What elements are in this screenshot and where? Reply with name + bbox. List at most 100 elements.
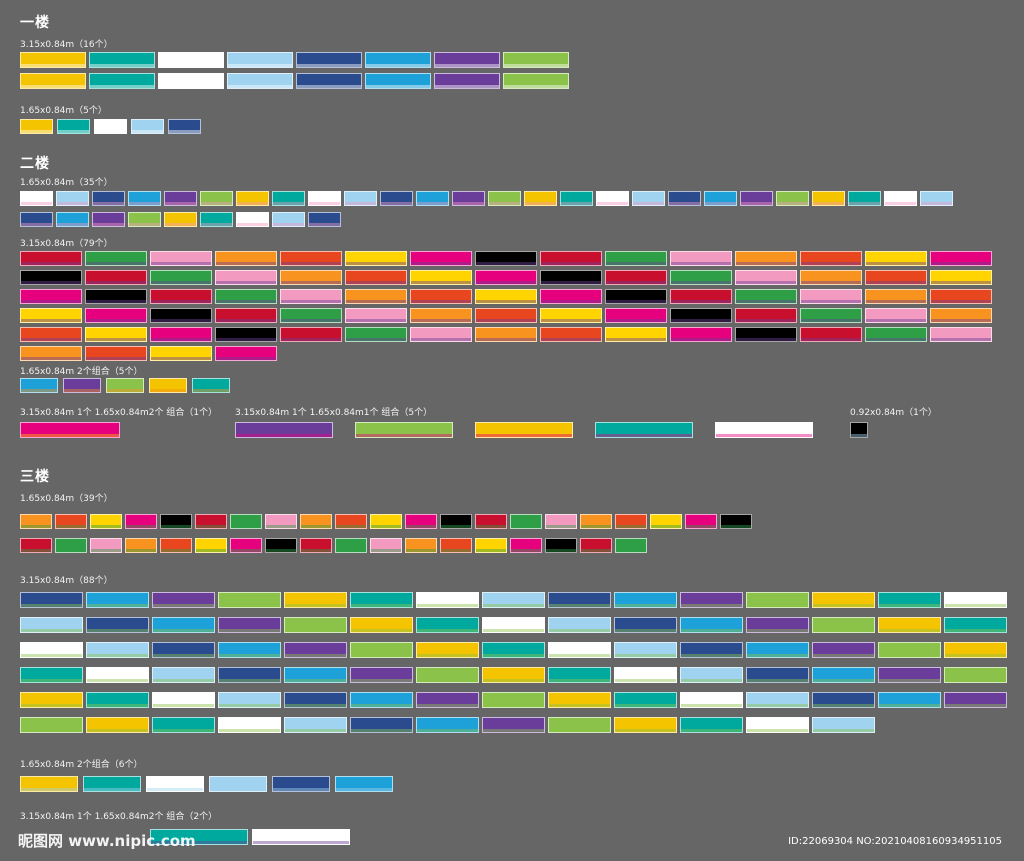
signboard-stripe [58,130,89,133]
signboard-stripe [596,433,692,437]
signboard-thumbnail [280,289,342,304]
signboard-thumbnail [540,270,602,285]
signboard-stripe [87,628,148,632]
watermark-logo: 昵图网 www.nipic.com [18,832,196,850]
signboard-stripe [351,603,412,607]
signboard-stripe [931,338,991,341]
signboard-stripe [64,389,100,392]
signboard-stripe [90,63,154,67]
signboard-stripe [273,202,304,205]
floor-heading-1: 一楼 [20,15,50,31]
signboard-stripe [219,628,280,632]
signboard-stripe [371,525,401,528]
signboard-thumbnail [865,289,927,304]
signboard-thumbnail [149,378,187,393]
signboard-stripe [216,300,276,303]
signboard-thumbnail [746,667,809,683]
signboard-thumbnail [410,251,472,266]
signboard-thumbnail [345,270,407,285]
signboard-stripe [441,549,471,552]
signboard-stripe [406,525,436,528]
group-spec-label: 3.15x0.84m（88个） [20,576,113,586]
signboard-stripe [86,357,146,360]
signboard-thumbnail [416,692,479,708]
signboard-stripe [93,223,124,226]
signboard-thumbnail [280,327,342,342]
signboard-thumbnail [20,717,83,733]
signboard-stripe [165,202,196,205]
signboard-stripe [219,703,280,707]
signboard-stripe [866,338,926,341]
signboard-thumbnail [164,191,197,206]
signboard-thumbnail [128,191,161,206]
signboard-stripe [161,525,191,528]
signboard-thumbnail [440,514,472,529]
signboard-thumbnail [865,308,927,323]
signboard-stripe [417,728,478,732]
signboard-stripe [285,703,346,707]
signboard-stripe [193,389,229,392]
signboard-thumbnail [812,717,875,733]
signboard-thumbnail [94,119,127,134]
signboard-thumbnail [195,538,227,553]
signboard-thumbnail [865,251,927,266]
signboard-stripe [945,603,1006,607]
signboard-stripe [615,653,676,657]
signboard-thumbnail [930,270,992,285]
signboard-thumbnail [57,119,90,134]
signboard-stripe [219,728,280,732]
signboard-thumbnail [548,592,611,608]
signboard-stripe [86,300,146,303]
signboard-stripe [153,628,214,632]
signboard-thumbnail [878,692,941,708]
signboard-thumbnail [230,514,262,529]
signboard-stripe [931,319,991,322]
signboard-stripe [159,63,223,67]
signboard-thumbnail [365,73,431,89]
signboard-stripe [417,628,478,632]
signboard-thumbnail [335,538,367,553]
signboard-thumbnail [20,52,86,68]
signboard-thumbnail [545,514,577,529]
signboard-thumbnail [878,592,941,608]
signboard-stripe [309,202,340,205]
signboard-thumbnail [345,308,407,323]
signboard-stripe [56,549,86,552]
signboard-stripe [237,223,268,226]
signboard-stripe [669,202,700,205]
signboard-thumbnail [800,327,862,342]
signboard-stripe [21,389,57,392]
signboard-thumbnail [296,73,362,89]
signboard-thumbnail [90,538,122,553]
signboard-stripe [285,628,346,632]
signboard-stripe [285,678,346,682]
signboard-thumbnail [215,327,277,342]
signboard-stripe [151,262,211,265]
signboard-thumbnail [106,378,144,393]
signboard-thumbnail [227,73,293,89]
signboard-stripe [210,787,266,791]
signboard-stripe [57,202,88,205]
signboard-thumbnail [146,776,204,792]
signboard-stripe [483,703,544,707]
signboard-grid-f2-092 [850,422,868,438]
signboard-thumbnail [800,308,862,323]
signboard-thumbnail [410,270,472,285]
signboard-thumbnail [605,289,667,304]
signboard-thumbnail [350,692,413,708]
signboard-stripe [606,281,666,284]
signboard-stripe [813,678,874,682]
signboard-thumbnail [150,289,212,304]
signboard-thumbnail [510,538,542,553]
signboard-stripe [336,549,366,552]
signboard-stripe [489,202,520,205]
signboard-thumbnail [90,514,122,529]
signboard-thumbnail [125,538,157,553]
signboard-thumbnail [434,52,500,68]
signboard-stripe [371,549,401,552]
signboard-thumbnail [884,191,917,206]
signboard-thumbnail [192,378,230,393]
signboard-thumbnail [265,538,297,553]
signboard-thumbnail [614,667,677,683]
signboard-thumbnail [85,346,147,361]
